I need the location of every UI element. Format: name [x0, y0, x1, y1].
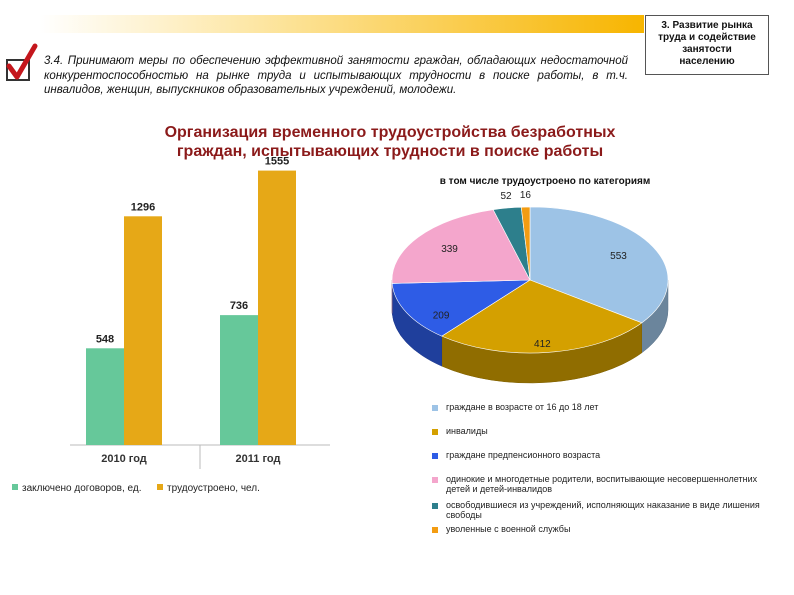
bar-1-1 [258, 170, 296, 445]
pie-value-label-0: 553 [610, 251, 627, 262]
intro-paragraph: 3.4. Принимают меры по обеспечению эффек… [44, 55, 628, 96]
pie-legend-item-0: граждане в возрасте от 16 до 18 лет [432, 402, 762, 412]
pie-legend-label-5: уволенные с военной службы [446, 524, 571, 534]
bar-legend-item-1: трудоустроено, чел. [157, 483, 260, 494]
bar-value-label-0-1: 1296 [131, 201, 155, 213]
pie-legend-label-2: граждане предпенсионного возраста [446, 450, 601, 460]
pie-legend-item-5: уволенные с военной службы [432, 524, 762, 534]
pie-slice-2 [391, 279, 532, 337]
pie-legend-label-1: инвалиды [446, 426, 488, 436]
pie-title: в том числе трудоустроено по категориям [440, 176, 651, 187]
bar-x-tick-label-1: 2011 год [236, 453, 281, 465]
page-title: Организация временного трудоустройства б… [100, 123, 680, 161]
section-title-line-4: населению [679, 56, 735, 67]
pie-legend-swatch-4 [432, 503, 438, 509]
pie-legend-swatch-0 [432, 405, 438, 411]
pie-legend-item-1: инвалиды [432, 426, 762, 436]
pie-legend-item-4: освободившиеся из учреждений, исполняющи… [432, 500, 762, 520]
pie-legend-label-4: освободившиеся из учреждений, исполняющи… [446, 500, 760, 520]
section-title-line-2: труда и содействие [658, 32, 756, 43]
bar-0-1 [124, 216, 162, 445]
pie-value-label-4: 52 [501, 191, 513, 202]
header-accent-bar [40, 15, 644, 33]
pie-legend-swatch-1 [432, 429, 438, 435]
bar-1-0 [220, 315, 258, 445]
pie-slice-1 [441, 279, 643, 354]
pie-slice-0 [529, 206, 669, 324]
pie-legend-item-3: одинокие и многодетные родители, воспиты… [432, 474, 762, 494]
bar-value-label-1-1: 1555 [265, 156, 289, 168]
bar-value-label-0-0: 548 [96, 333, 114, 345]
bar-x-tick-label-0: 2010 год [101, 453, 147, 465]
pie-slice-3 [391, 209, 531, 284]
pie-legend-item-2: граждане предпенсионного возраста [432, 450, 762, 460]
pie-slice-5 [520, 206, 531, 281]
pie-legend-swatch-2 [432, 453, 438, 459]
section-title-box: 3. Развитие рынка труда и содействие зан… [645, 15, 769, 75]
bar-legend-label-1: трудоустроено, чел. [167, 483, 260, 494]
pie-legend-label-0: граждане в возрасте от 16 до 18 лет [446, 402, 599, 412]
pie-legend-label-3: одинокие и многодетные родители, воспиты… [446, 474, 758, 494]
section-title-line-3: занятости [682, 44, 732, 55]
pie-legend-swatch-5 [432, 527, 438, 533]
pie-legend-swatch-3 [432, 477, 438, 483]
section-title-line-1: 3. Развитие рынка [661, 20, 753, 31]
bar-chart-legend: заключено договоров, ед. трудоустроено, … [12, 483, 260, 494]
bar-legend-label-0: заключено договоров, ед. [22, 483, 142, 494]
bar-0-0 [86, 348, 124, 445]
pie-value-label-3: 339 [441, 244, 458, 255]
pie-value-label-1: 412 [534, 339, 551, 350]
bar-legend-swatch-0 [12, 484, 18, 490]
page-title-line-2: граждан, испытывающих трудности в поиске… [176, 143, 604, 160]
pie-value-label-5: 16 [520, 190, 532, 201]
bar-legend-swatch-1 [157, 484, 164, 490]
pie-value-label-2: 209 [433, 310, 450, 321]
bar-value-label-1-0: 736 [230, 300, 248, 312]
check-mark-icon [6, 43, 38, 81]
bar-legend-item-0: заключено договоров, ед. [12, 483, 144, 494]
page-title-line-1: Организация временного трудоустройства б… [164, 124, 616, 141]
